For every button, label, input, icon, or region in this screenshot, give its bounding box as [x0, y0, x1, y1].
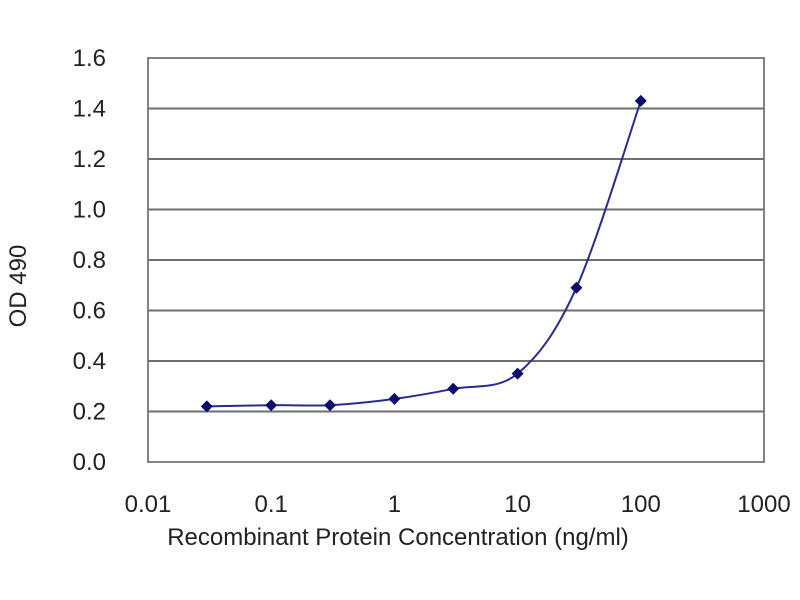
x-tick-label: 0.1: [255, 491, 288, 518]
y-tick-label: 1.0: [73, 197, 106, 224]
x-tick-labels: 0.01 0.1 1 10 100 1000: [125, 491, 791, 518]
y-axis-label: OD 490: [5, 245, 32, 328]
data-point: [265, 399, 278, 412]
x-tick-label: 10: [504, 491, 531, 518]
x-tick-label: 100: [621, 491, 661, 518]
data-point: [447, 382, 460, 395]
y-tick-label: 0.0: [73, 449, 106, 476]
y-tick-label: 0.8: [73, 247, 106, 274]
x-tick-label: 0.01: [125, 491, 172, 518]
y-tick-label: 1.2: [73, 146, 106, 173]
data-point: [388, 392, 401, 405]
x-tick-label: 1000: [737, 491, 790, 518]
y-tick-label: 0.2: [73, 399, 106, 426]
y-tick-label: 0.4: [73, 348, 106, 375]
data-point: [570, 281, 583, 294]
data-point: [511, 367, 524, 380]
grid-lines: [148, 107, 764, 413]
y-tick-label: 0.6: [73, 298, 106, 325]
data-point: [324, 399, 336, 412]
x-tick-label: 1: [388, 491, 401, 518]
data-point: [634, 94, 647, 107]
y-tick-labels: 0.0 0.2 0.4 0.6 0.8 1.0 1.2 1.4 1.6: [73, 45, 106, 476]
x-axis-label: Recombinant Protein Concentration (ng/ml…: [167, 524, 629, 551]
series: [200, 94, 647, 413]
data-point: [200, 400, 213, 413]
y-tick-label: 1.6: [73, 45, 106, 72]
y-tick-label: 1.4: [73, 96, 106, 123]
